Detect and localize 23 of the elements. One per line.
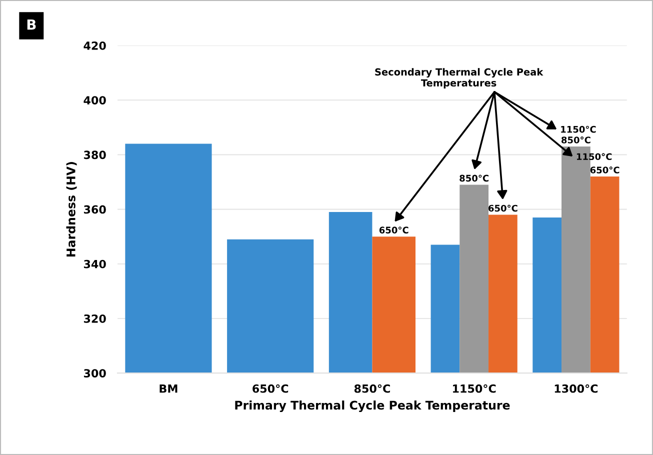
x-tick-label: 1300°C — [554, 384, 598, 393]
x-tick-label: 1150°C — [453, 384, 496, 393]
annotation: 850°C — [562, 136, 590, 144]
y-tick-label: 320 — [84, 314, 106, 323]
y-axis-title: Hardness (HV) — [66, 162, 77, 256]
y-tick-label: 340 — [84, 260, 106, 268]
y-tick-label: 400 — [84, 96, 106, 104]
annotation: 650°C — [488, 204, 518, 212]
x-axis-title: Primary Thermal Cycle Peak Temperature — [235, 400, 510, 412]
annotation: 1150°C — [561, 126, 596, 133]
y-tick-label: 420 — [84, 41, 106, 50]
x-tick-label: 650°C — [252, 384, 288, 393]
annotation: 650°C — [379, 226, 408, 234]
annotation: 850°C — [460, 174, 488, 182]
x-tick-label: 850°C — [354, 384, 390, 393]
y-tick-label: 360 — [84, 205, 106, 214]
annotation: 650°C — [590, 166, 620, 174]
y-tick-label: 380 — [84, 150, 106, 160]
text: B — [27, 19, 36, 30]
annotation: 1150°C — [576, 153, 612, 160]
x-tick-label: BM — [160, 384, 178, 393]
annotation: Secondary Thermal Cycle Peak Temperatures — [375, 68, 544, 88]
y-tick-label: 300 — [84, 369, 106, 378]
